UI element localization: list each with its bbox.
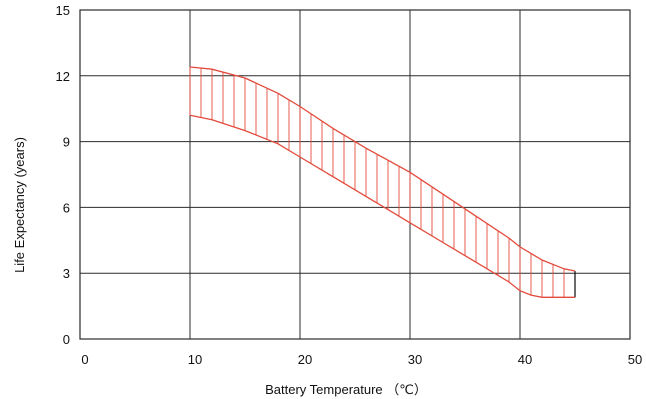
y-tick-label: 6: [63, 200, 70, 215]
y-tick-label: 3: [63, 266, 70, 281]
x-tick-label: 50: [628, 352, 642, 367]
band-lower-line: [189, 114, 575, 298]
plot-frame: [79, 9, 631, 340]
y-axis-title: Life Expectancy (years): [12, 137, 27, 273]
x-tick-labels: 0 10 20 30 40 50: [81, 352, 642, 367]
x-tick-label: 20: [298, 352, 312, 367]
x-tick-label: 30: [408, 352, 422, 367]
band-upper-line: [189, 66, 576, 272]
y-tick-labels: 0 3 6 9 12 15: [56, 3, 70, 347]
y-tick-label: 12: [56, 69, 70, 84]
band: [189, 66, 576, 298]
x-tick-label: 10: [188, 352, 202, 367]
x-axis-title: Battery Temperature （℃）: [265, 382, 427, 397]
y-tick-label: 0: [63, 332, 70, 347]
y-tick-label: 15: [56, 3, 70, 18]
x-tick-label: 0: [81, 352, 88, 367]
x-tick-label: 40: [518, 352, 532, 367]
y-tick-label: 9: [63, 135, 70, 150]
